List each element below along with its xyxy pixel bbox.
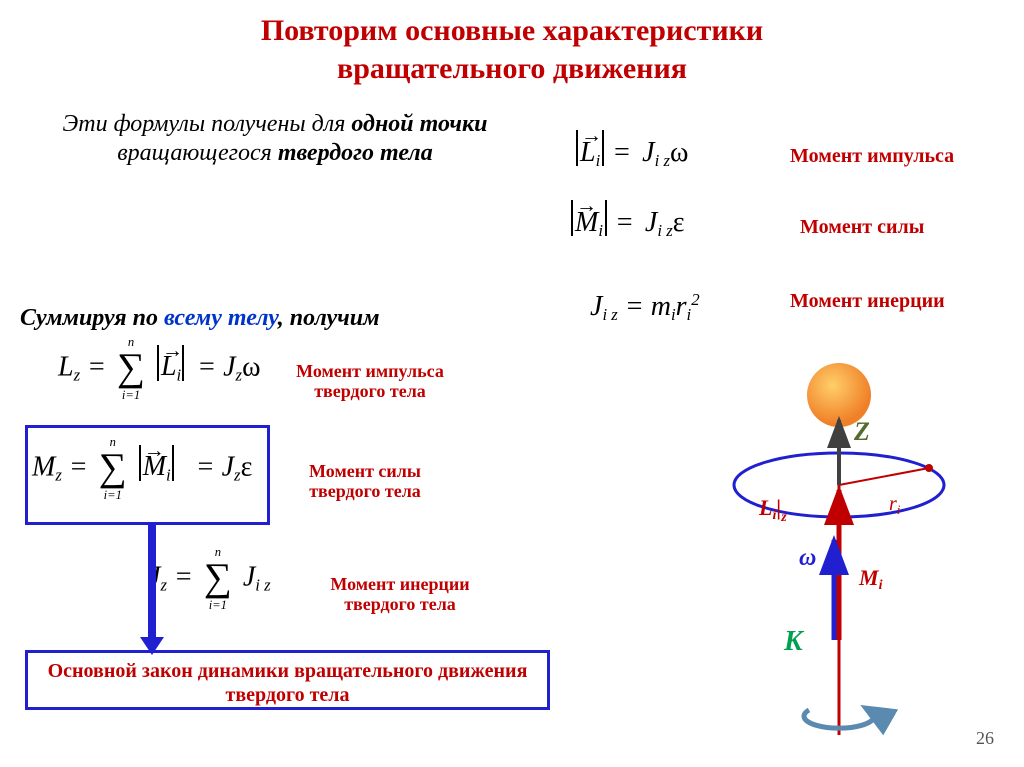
- formula-body-M: Mz = n∑i=1 Mi = Jzε: [32, 435, 252, 503]
- label-point-L: Момент импульса: [790, 145, 954, 167]
- svg-text:ω: ω: [799, 545, 816, 571]
- svg-text:Li|z: Li|z: [758, 495, 787, 525]
- rotation-diagram: Z Li|z ri ω Mi K: [664, 340, 984, 740]
- svg-text:ri: ri: [889, 493, 901, 517]
- law-box: Основной закон динамики вращательного дв…: [25, 650, 550, 710]
- title-line1: Повторим основные характеристики: [261, 14, 763, 47]
- label-body-M: Момент силытвердого тела: [280, 462, 450, 502]
- formula-body-L: Lz = n∑i=1 Li = Jzω: [58, 335, 261, 403]
- label-point-M: Момент силы: [800, 216, 924, 238]
- arrow-down: [145, 525, 159, 655]
- svg-text:Z: Z: [853, 417, 870, 446]
- intro-text: Эти формулы получены для одной точки вра…: [25, 110, 525, 168]
- formula-body-J: Jz = n∑i=1 Ji z: [148, 545, 271, 613]
- intro-bold1: одной точки: [351, 111, 487, 137]
- slide-title: Повторим основные характеристики вращате…: [0, 0, 1024, 87]
- sum-suf: , получим: [278, 305, 380, 331]
- formula-point-J: Ji z = miri2: [590, 290, 700, 325]
- page-number: 26: [976, 728, 994, 749]
- formula-point-M: Mi= Ji zε: [570, 200, 685, 241]
- svg-text:K: K: [783, 626, 805, 657]
- label-body-J: Момент инерциитвердого тела: [310, 575, 490, 615]
- law-text: Основной закон динамики вращательного дв…: [38, 659, 537, 707]
- sum-pre: Суммируя по: [20, 305, 164, 331]
- label-point-J: Момент инерции: [790, 290, 945, 312]
- intro-prefix: Эти формулы получены для: [63, 111, 352, 137]
- sum-blue: всему телу: [164, 305, 278, 331]
- label-body-L: Момент импульсатвердого тела: [280, 362, 460, 402]
- intro-mid: вращающегося: [117, 140, 278, 166]
- formula-point-L: Li= Ji zω: [575, 130, 688, 171]
- title-line2: вращательного движения: [337, 52, 687, 85]
- summarize-line: Суммируя по всему телу, получим: [20, 305, 380, 332]
- svg-text:Mi: Mi: [858, 565, 883, 593]
- intro-bold2: твердого тела: [278, 140, 433, 166]
